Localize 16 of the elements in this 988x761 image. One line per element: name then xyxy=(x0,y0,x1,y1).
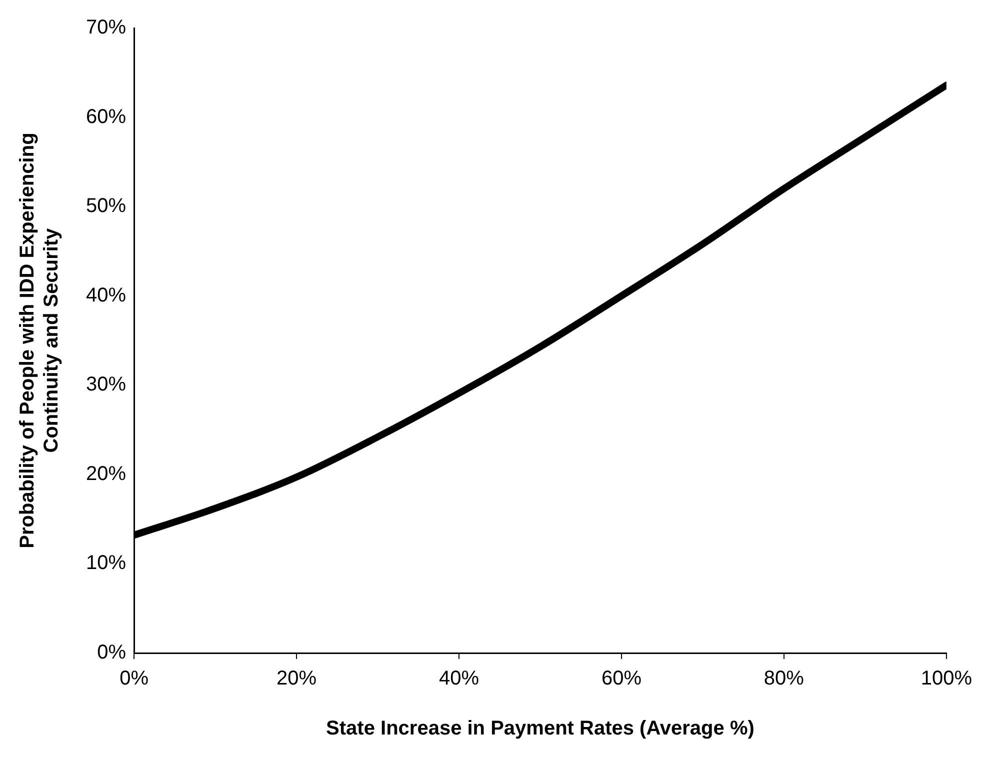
x-tick-label: 20% xyxy=(276,668,317,690)
y-tick-label: 60% xyxy=(86,106,126,128)
y-tick-label: 70% xyxy=(86,16,126,39)
x-tick-label: 100% xyxy=(920,668,972,690)
y-tick-label: 0% xyxy=(97,642,126,664)
x-tick-label: 0% xyxy=(120,668,149,690)
y-axis-title: Probability of People with IDD Experiencing Continuity and Security xyxy=(16,132,63,548)
y-tick-label: 40% xyxy=(86,284,126,306)
y-tick-label: 10% xyxy=(86,552,126,574)
x-tick-label: 60% xyxy=(601,668,642,690)
y-tick-label: 20% xyxy=(86,462,126,485)
x-tick-label: 80% xyxy=(764,668,804,690)
x-axis-title: State Increase in Payment Rates (Average %) xyxy=(326,718,754,740)
x-tick-label: 40% xyxy=(438,668,480,690)
y-tick-label: 50% xyxy=(86,195,126,218)
y-tick-label: 30% xyxy=(86,374,126,396)
